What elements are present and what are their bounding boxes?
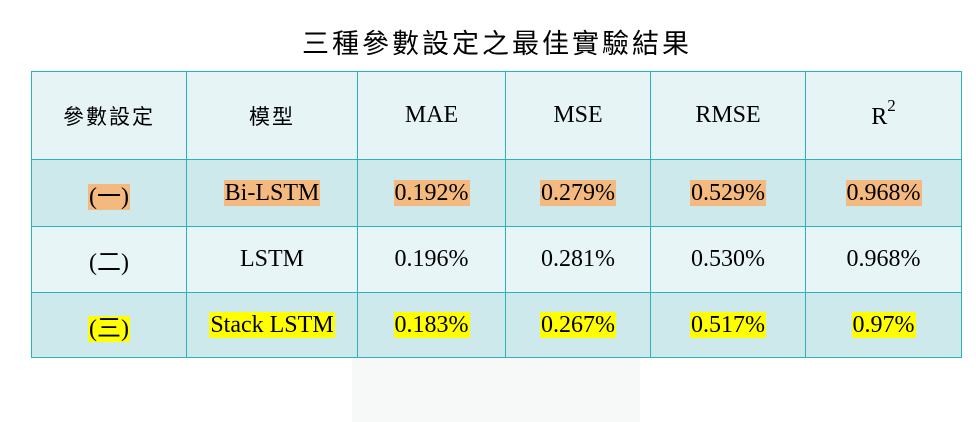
table-cell: Bi-LSTM [186,159,358,227]
table-cell: 0.97% [805,292,962,358]
table-cell: 0.279% [505,159,651,227]
table-cell: 0.183% [357,292,506,358]
table-cell: Stack LSTM [186,292,358,358]
table-cell: 0.968% [805,226,962,293]
results-table: 參數設定 模型 MAE MSE RMSE R2 (一) Bi-LSTM 0.19… [31,71,962,358]
header-cell-r2: R2 [805,71,962,160]
header-cell: MSE [505,71,651,160]
header-cell: 參數設定 [31,71,187,160]
table-header-row: 參數設定 模型 MAE MSE RMSE R2 [31,71,962,160]
table-cell: (三) [31,292,187,358]
table-cell: 0.517% [650,292,806,358]
table-cell: 0.196% [357,226,506,293]
table-row: (一) Bi-LSTM 0.192% 0.279% 0.529% 0.968% [31,159,962,227]
table-cell: LSTM [186,226,358,293]
header-cell: RMSE [650,71,806,160]
table-cell: 0.281% [505,226,651,293]
background-shade [352,355,640,422]
table-cell: 0.968% [805,159,962,227]
table-cell: 0.529% [650,159,806,227]
table-cell: (二) [31,226,187,293]
table-cell: 0.192% [357,159,506,227]
table-row: (三) Stack LSTM 0.183% 0.267% 0.517% 0.97… [31,292,962,358]
table-row: (二) LSTM 0.196% 0.281% 0.530% 0.968% [31,226,962,293]
table-cell: (一) [31,159,187,227]
header-cell: MAE [357,71,506,160]
table-cell: 0.530% [650,226,806,293]
table-cell: 0.267% [505,292,651,358]
header-cell: 模型 [186,71,358,160]
page-title: 三種參數設定之最佳實驗結果 [302,29,692,60]
